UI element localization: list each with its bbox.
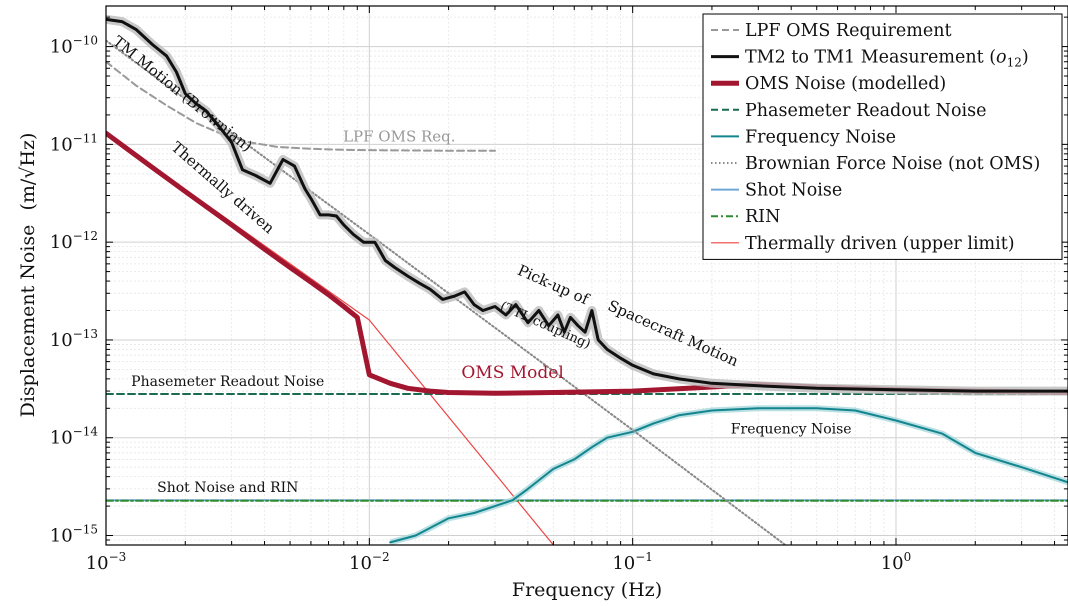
y-tick-label: 10−14 bbox=[50, 425, 99, 449]
legend-label: Thermally driven (upper limit) bbox=[745, 234, 1015, 254]
annotation-lpf-oms-req: LPF OMS Req. bbox=[343, 127, 455, 145]
y-tick-label: 10−11 bbox=[50, 131, 98, 155]
y-axis-label-unit: (m/√Hz) bbox=[17, 133, 39, 211]
series-layer bbox=[106, 14, 1068, 545]
x-axis-label: Frequency (Hz) bbox=[512, 579, 662, 601]
grid bbox=[105, 6, 1068, 546]
y-tick-label: 10−10 bbox=[50, 34, 98, 58]
series-line-lpf-oms-requirement bbox=[106, 60, 496, 152]
y-axis-label: Displacement Noise (m/√Hz) bbox=[17, 133, 39, 418]
x-tick-label: 10−1 bbox=[612, 550, 653, 574]
legend-label: LPF OMS Requirement bbox=[745, 21, 952, 41]
y-axis-title: Displacement Noise (m/√Hz) bbox=[17, 133, 39, 418]
legend-label: Phasemeter Readout Noise bbox=[745, 101, 986, 121]
axis-ticks: 10−3 10−2 10−1 100 10−15 10−14 10−13 10−12 10−11… bbox=[50, 6, 1068, 574]
series-line-tm2-to-tm1-measurement-o12 bbox=[106, 17, 1068, 393]
y-tick-label: 10−13 bbox=[50, 327, 98, 351]
legend-label: Frequency Noise bbox=[745, 127, 896, 147]
annotation-shot-noise-and-rin: Shot Noise and RIN bbox=[157, 480, 298, 496]
legend-label: TM2 to TM1 Measurement (o12) bbox=[745, 48, 1029, 70]
y-tick-label: 10−12 bbox=[50, 229, 98, 253]
legend-label: Brownian Force Noise (not OMS) bbox=[745, 154, 1040, 174]
x-tick-label: 100 bbox=[881, 550, 912, 574]
annotation-pick-up-of: Pick-up of bbox=[515, 261, 593, 309]
legend-label: OMS Noise (modelled) bbox=[745, 74, 946, 94]
y-axis-label-text: Displacement Noise bbox=[17, 225, 39, 418]
legend-box bbox=[702, 13, 1063, 260]
legend-label: Shot Noise bbox=[745, 181, 842, 201]
frequency-noise-uncertainty-band bbox=[389, 405, 1068, 545]
annotation-oms-model: OMS Model bbox=[461, 363, 563, 383]
annotation-phasemeter-readout-noise: Phasemeter Readout Noise bbox=[131, 374, 324, 390]
series-line-brownian-force-noise-not-oms bbox=[106, 39, 787, 545]
x-tick-label: 10−2 bbox=[349, 550, 390, 574]
x-tick-label: 10−3 bbox=[86, 550, 127, 574]
legend: LPF OMS Requirement TM2 to TM1 Measuremen… bbox=[702, 13, 1063, 260]
y-tick-label: 10−15 bbox=[50, 523, 98, 547]
plot-frame bbox=[105, 5, 1068, 546]
annotation-frequency-noise: Frequency Noise bbox=[731, 422, 852, 438]
legend-label: RIN bbox=[745, 207, 780, 227]
series-line-frequency-noise bbox=[389, 407, 1068, 544]
